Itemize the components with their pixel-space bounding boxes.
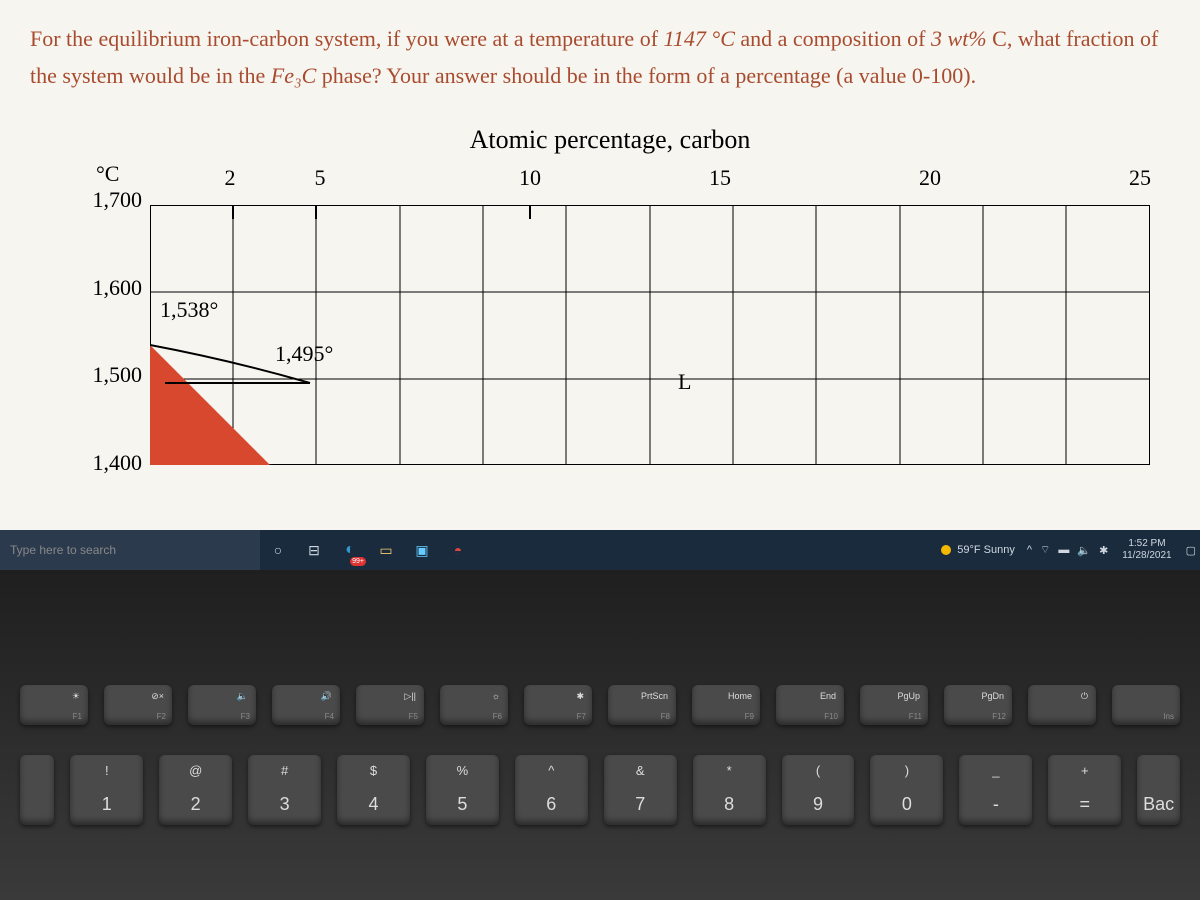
y-tick-1400: 1,400 bbox=[93, 450, 143, 476]
key-F1: ☀F1 bbox=[20, 685, 88, 725]
notification-icon[interactable]: ▢ bbox=[1186, 544, 1196, 557]
store-icon[interactable]: ▣ bbox=[408, 536, 436, 564]
key-F5: ▷||F5 bbox=[356, 685, 424, 725]
key-9: (9 bbox=[782, 755, 855, 825]
question-text: For the equilibrium iron-carbon system, … bbox=[0, 0, 1200, 105]
key-F10: EndF10 bbox=[776, 685, 844, 725]
key-Bac: Bac bbox=[1137, 755, 1180, 825]
chart-title: Atomic percentage, carbon bbox=[60, 125, 1160, 155]
key-7: &7 bbox=[604, 755, 677, 825]
key-1: !1 bbox=[70, 755, 143, 825]
security-icon[interactable]: ◓ bbox=[444, 536, 472, 564]
phase-diagram-chart: Atomic percentage, carbon 2 5 10 15 20 2… bbox=[60, 125, 1160, 475]
label-L: L bbox=[678, 369, 691, 395]
top-tick-2: 2 bbox=[225, 165, 236, 191]
weather-widget[interactable]: 59°F Sunny bbox=[941, 544, 1015, 556]
key-8: *8 bbox=[693, 755, 766, 825]
label-1538: 1,538° bbox=[160, 297, 218, 323]
key-F7: ✱F7 bbox=[524, 685, 592, 725]
key-F4: 🔊F4 bbox=[272, 685, 340, 725]
key-=: += bbox=[1048, 755, 1121, 825]
y-unit: °C bbox=[96, 161, 119, 187]
chevron-up-icon[interactable]: ^ bbox=[1027, 544, 1032, 556]
key-F3: 🔈F3 bbox=[188, 685, 256, 725]
key-6: ^6 bbox=[515, 755, 588, 825]
search-input[interactable]: Type here to search bbox=[0, 530, 260, 570]
physical-keyboard: ☀F1 ⊘×F2 🔈F3 🔊F4 ▷||F5 ☼F6 ✱F7 PrtScnF8 HomeF9 En… bbox=[0, 570, 1200, 900]
key-F9: HomeF9 bbox=[692, 685, 760, 725]
top-tick-25: 25 bbox=[1129, 165, 1151, 191]
key-tilde bbox=[20, 755, 54, 825]
windows-taskbar[interactable]: Type here to search ○ ⊟ ◐ 99+ ▭ ▣ ◓ 59°F… bbox=[0, 530, 1200, 570]
key-Ins: Ins bbox=[1112, 685, 1180, 725]
bluetooth-icon[interactable]: ✱ bbox=[1099, 544, 1108, 557]
sun-icon bbox=[941, 545, 951, 555]
top-tick-10: 10 bbox=[519, 165, 541, 191]
taskview-icon[interactable]: ⊟ bbox=[300, 536, 328, 564]
key-F12: PgDnF12 bbox=[944, 685, 1012, 725]
key-F2: ⊘×F2 bbox=[104, 685, 172, 725]
clock[interactable]: 1:52 PM 11/28/2021 bbox=[1112, 538, 1181, 562]
cortana-icon[interactable]: ○ bbox=[264, 536, 292, 564]
key-F11: PgUpF11 bbox=[860, 685, 928, 725]
battery-icon[interactable]: ▬ bbox=[1058, 544, 1069, 556]
key-F6: ☼F6 bbox=[440, 685, 508, 725]
key-F8: PrtScnF8 bbox=[608, 685, 676, 725]
label-1495: 1,495° bbox=[275, 341, 333, 367]
wifi-icon[interactable]: ⌔ bbox=[1040, 543, 1050, 557]
screen-content: For the equilibrium iron-carbon system, … bbox=[0, 0, 1200, 570]
number-key-row: !1@2#3$4%5^6&7*8(9)0_-+= Bac bbox=[0, 755, 1200, 825]
key--: _- bbox=[959, 755, 1032, 825]
top-tick-20: 20 bbox=[919, 165, 941, 191]
top-tick-5: 5 bbox=[315, 165, 326, 191]
key-4: $4 bbox=[337, 755, 410, 825]
y-tick-1600: 1,600 bbox=[93, 275, 143, 301]
volume-icon[interactable]: 🔈 bbox=[1077, 544, 1091, 557]
key-0: )0 bbox=[870, 755, 943, 825]
key-2: @2 bbox=[159, 755, 232, 825]
key-5: %5 bbox=[426, 755, 499, 825]
key-⏻: ⏻ bbox=[1028, 685, 1096, 725]
y-tick-1500: 1,500 bbox=[93, 362, 143, 388]
key-3: #3 bbox=[248, 755, 321, 825]
top-tick-15: 15 bbox=[709, 165, 731, 191]
function-key-row: ☀F1 ⊘×F2 🔈F3 🔊F4 ▷||F5 ☼F6 ✱F7 PrtScnF8 HomeF9 En… bbox=[0, 685, 1200, 725]
explorer-icon[interactable]: ▭ bbox=[372, 536, 400, 564]
chart-grid bbox=[150, 205, 1150, 465]
edge-icon[interactable]: ◐ 99+ bbox=[336, 536, 364, 564]
y-tick-1700: 1,700 bbox=[93, 187, 143, 213]
